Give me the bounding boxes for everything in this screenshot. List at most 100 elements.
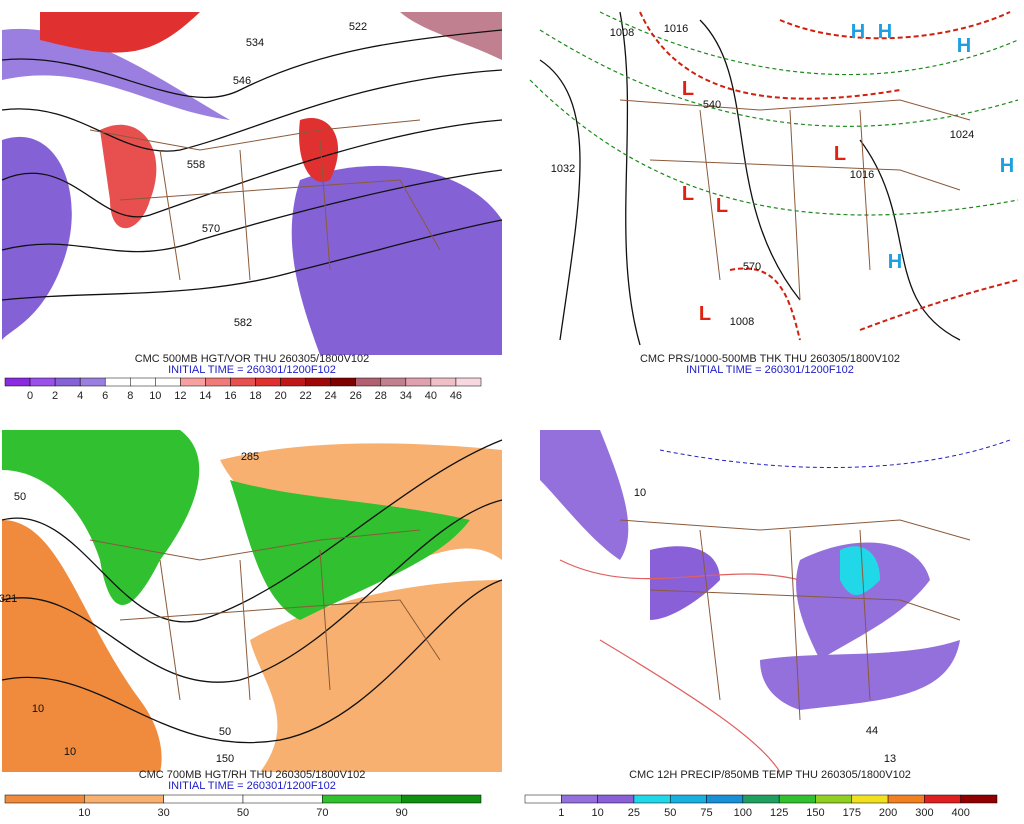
map-label: L — [682, 183, 694, 205]
map-label: H — [888, 251, 902, 273]
colorbar-label: 14 — [199, 390, 211, 402]
colorbar-swatch — [205, 377, 231, 387]
colorbar-label: 175 — [843, 807, 861, 819]
colorbar-label: 90 — [396, 807, 408, 819]
colorbar-label: 26 — [350, 390, 362, 402]
colorbar-label: 400 — [952, 807, 970, 819]
colorbar-swatch — [230, 377, 256, 387]
colorbar-label: 50 — [237, 807, 249, 819]
colorbar-swatch — [255, 377, 281, 387]
colorbar-label: 22 — [300, 390, 312, 402]
colorbar-label: 100 — [734, 807, 752, 819]
colorbar-swatch — [633, 794, 671, 804]
colorbar-label: 28 — [375, 390, 387, 402]
colorbar-label: 16 — [224, 390, 236, 402]
initial-time: INITIAL TIME = 260301/1200F102 — [686, 364, 854, 376]
colorbar-swatch — [706, 794, 744, 804]
colorbar-label: 150 — [806, 807, 824, 819]
map-label: 546 — [233, 75, 251, 87]
colorbar-label: 30 — [158, 807, 170, 819]
map-label: 44 — [866, 725, 878, 737]
map-label: 558 — [187, 159, 205, 171]
colorbar-label: 70 — [316, 807, 328, 819]
initial-time: INITIAL TIME = 260301/1200F102 — [168, 780, 336, 792]
colorbar-swatch — [4, 377, 31, 387]
colorbar-swatch — [4, 794, 85, 804]
colorbar-swatch — [742, 794, 780, 804]
map-label: 1016 — [664, 23, 688, 35]
colorbar-swatch — [163, 794, 244, 804]
colorbar-swatch — [330, 377, 356, 387]
map-label: 150 — [216, 753, 234, 765]
colorbar-swatch — [29, 377, 56, 387]
colorbar-swatch — [401, 794, 482, 804]
map-label: 10 — [32, 703, 44, 715]
map-label: 534 — [246, 37, 264, 49]
colorbar-swatch — [561, 794, 598, 804]
colorbar-label: 34 — [400, 390, 412, 402]
colorbar-swatch — [84, 794, 164, 804]
map-label: 285 — [241, 451, 259, 463]
map-label: 50 — [219, 726, 231, 738]
map-label: H — [851, 21, 865, 43]
map-label: 582 — [234, 317, 252, 329]
colorbar-swatch — [430, 377, 457, 387]
map-label: 1016 — [850, 169, 874, 181]
colorbar-swatch — [524, 794, 562, 804]
map-label: L — [716, 195, 728, 217]
map-label: H — [878, 21, 892, 43]
map-label: 1008 — [730, 316, 754, 328]
colorbar-label: 25 — [628, 807, 640, 819]
colorbar-label: 20 — [274, 390, 286, 402]
colorbar-label: 300 — [915, 807, 933, 819]
colorbar-swatch — [180, 377, 206, 387]
colorbar-label: 1 — [558, 807, 564, 819]
map-precip — [522, 430, 1018, 773]
colorbar-label: 40 — [425, 390, 437, 402]
map-label: L — [682, 78, 694, 100]
colorbar-label: 0 — [27, 390, 33, 402]
colorbar-swatch — [242, 794, 323, 804]
colorbar-swatch — [104, 377, 131, 387]
colorbar-swatch — [960, 794, 998, 804]
colorbar-label: 50 — [664, 807, 676, 819]
map-label: 570 — [202, 223, 220, 235]
colorbar-swatch — [669, 794, 707, 804]
colorbar-swatch — [597, 794, 635, 804]
colorbar-swatch — [887, 794, 925, 804]
map-pressure — [522, 11, 1019, 346]
colorbar-swatch — [155, 377, 181, 387]
map-label: 50 — [14, 491, 26, 503]
colorbar-swatch — [54, 377, 81, 387]
colorbar-label: 8 — [127, 390, 133, 402]
map-label: 522 — [349, 21, 367, 33]
map-label: L — [699, 303, 711, 325]
map-label: 10 — [64, 746, 76, 758]
colorbar-label: 18 — [249, 390, 261, 402]
colorbar-label: 125 — [770, 807, 788, 819]
map-label: 1032 — [551, 163, 575, 175]
colorbar-swatch — [355, 377, 382, 387]
map-label: 1024 — [950, 129, 974, 141]
panel-caption: CMC 700MB HGT/RH THU 260305/1800V102 — [139, 769, 366, 781]
map-label: 13 — [884, 753, 896, 765]
colorbar-swatch — [851, 794, 889, 804]
colorbar-swatch — [455, 377, 482, 387]
colorbar-label: 46 — [450, 390, 462, 402]
map-label: 570 — [743, 261, 761, 273]
colorbar-swatch — [380, 377, 407, 387]
colorbar-label: 24 — [325, 390, 337, 402]
colorbar-label: 75 — [700, 807, 712, 819]
map-label: H — [957, 35, 971, 57]
colorbar-swatch — [815, 794, 853, 804]
initial-time: INITIAL TIME = 260301/1200F102 — [168, 364, 336, 376]
map-label: 540 — [703, 99, 721, 111]
map-label: 10 — [634, 487, 646, 499]
map-label: L — [834, 143, 846, 165]
colorbar-label: 10 — [78, 807, 90, 819]
colorbar-swatch — [79, 377, 106, 387]
colorbar-swatch — [778, 794, 816, 804]
colorbar-label: 10 — [149, 390, 161, 402]
